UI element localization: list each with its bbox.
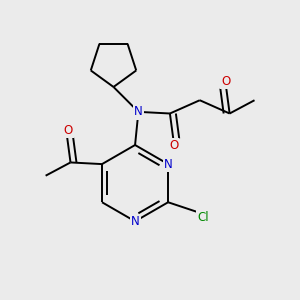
Text: O: O xyxy=(169,139,178,152)
Text: O: O xyxy=(63,124,73,137)
Text: N: N xyxy=(131,215,140,228)
Text: O: O xyxy=(221,75,230,88)
Text: N: N xyxy=(134,105,143,118)
Text: N: N xyxy=(164,158,172,171)
Text: Cl: Cl xyxy=(197,211,209,224)
